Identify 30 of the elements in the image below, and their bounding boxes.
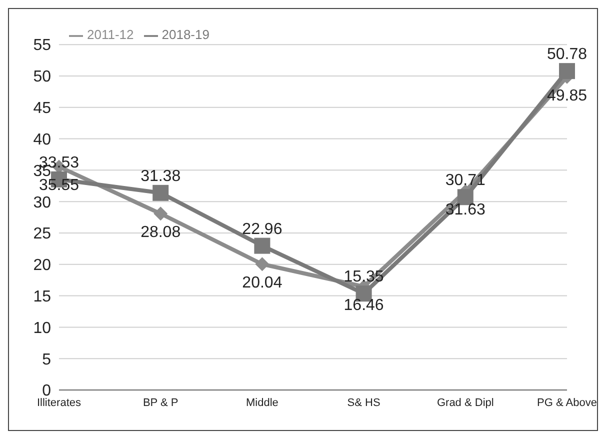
data-label: 49.85 — [546, 87, 588, 104]
x-tick-label: Grad & Dipl — [436, 396, 494, 409]
data-label: 22.96 — [242, 220, 282, 238]
point — [255, 257, 270, 272]
y-tick-label: 45 — [33, 100, 52, 118]
data-label: 16.46 — [344, 296, 384, 314]
data-label: 28.08 — [140, 224, 181, 241]
data-label: 50.78 — [546, 46, 588, 64]
y-tick-label: 15 — [33, 288, 52, 306]
legend-label: 2018-19 — [162, 27, 210, 42]
point — [254, 238, 270, 254]
y-tick-label: 20 — [33, 257, 52, 274]
y-tick-label: 25 — [33, 226, 52, 243]
x-tick-label: BP & P — [142, 396, 178, 409]
point — [559, 63, 575, 80]
x-tick-label: PG & Above — [537, 396, 597, 409]
x-tick-label: Illiterates — [36, 396, 82, 409]
y-tick-label: 50 — [33, 68, 52, 86]
point — [152, 184, 169, 201]
x-tick-label: S& HS — [347, 396, 380, 409]
y-tick-label: 5 — [42, 351, 52, 368]
x-tick-label: Middle — [246, 396, 278, 409]
y-tick-label: 30 — [33, 194, 52, 212]
point — [154, 206, 168, 221]
y-tick-label: 10 — [33, 320, 52, 337]
data-label: 31.38 — [140, 168, 181, 185]
legend-label: 2011-12 — [87, 27, 134, 42]
y-tick-label: 40 — [33, 131, 52, 148]
data-label: 20.04 — [242, 274, 282, 292]
y-tick-label: 55 — [33, 37, 52, 54]
